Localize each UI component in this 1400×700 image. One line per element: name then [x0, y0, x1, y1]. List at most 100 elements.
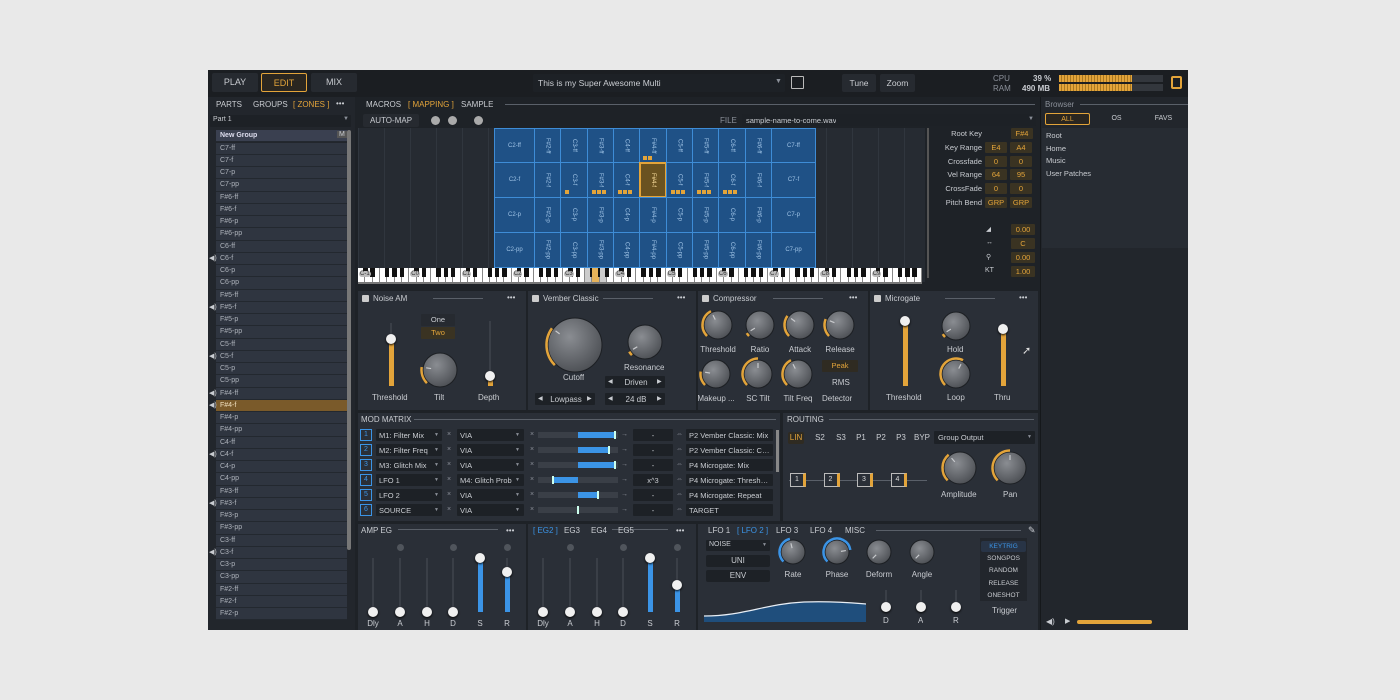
black-key[interactable]: [597, 268, 602, 277]
lfo-tab[interactable]: LFO 1: [708, 526, 731, 535]
mod-depth-handle[interactable]: [608, 446, 611, 454]
compressor-knob[interactable]: [822, 307, 858, 343]
white-key[interactable]: [629, 268, 637, 282]
threshold-slider[interactable]: [386, 333, 396, 344]
browser-tab-all[interactable]: ALL: [1045, 113, 1090, 125]
group-header[interactable]: New Group: [216, 130, 347, 142]
zone-prop-value[interactable]: 0: [1010, 155, 1032, 167]
black-key[interactable]: [538, 268, 544, 277]
black-key[interactable]: [604, 268, 610, 277]
compressor-knob[interactable]: [780, 356, 816, 392]
eg-h-slider[interactable]: [592, 607, 602, 617]
black-key[interactable]: [392, 268, 397, 277]
zone-list-item[interactable]: F#3-pp: [216, 522, 347, 535]
left-tab-0[interactable]: PARTS: [216, 100, 242, 109]
lfo-rate-knob[interactable]: [777, 536, 809, 568]
zone-prop-value[interactable]: 95: [1010, 169, 1032, 181]
zone-cell[interactable]: F#6-pp: [745, 232, 772, 268]
black-key[interactable]: [758, 268, 764, 277]
fx-enable-checkbox[interactable]: [362, 295, 369, 302]
fx-enable-checkbox[interactable]: [702, 295, 709, 302]
floppy-disk-icon[interactable]: [791, 76, 804, 89]
lfo-tab[interactable]: LFO 3: [776, 526, 799, 535]
zone-cell[interactable]: C7-ff: [771, 128, 816, 163]
mod-depth-handle[interactable]: [551, 476, 554, 484]
white-key[interactable]: [783, 268, 791, 282]
compressor-knob[interactable]: [782, 307, 818, 343]
right-arrow-icon[interactable]: ▶: [657, 396, 662, 402]
black-key[interactable]: [421, 268, 427, 277]
mod-via-dropdown[interactable]: VIA: [457, 489, 524, 501]
trigger-release[interactable]: RELEASE: [988, 579, 1019, 587]
browser-item[interactable]: User Patches: [1046, 168, 1092, 178]
speaker-icon[interactable]: ◀): [1046, 617, 1055, 626]
tab-mix[interactable]: MIX: [311, 73, 357, 92]
mod-depth-handle[interactable]: [614, 431, 617, 439]
zone-cell[interactable]: C4-ff: [613, 128, 640, 163]
eg-tab[interactable]: EG4: [591, 526, 608, 535]
option-two[interactable]: Two: [421, 327, 455, 339]
curve-toggle[interactable]: [620, 544, 627, 551]
zone-param-value[interactable]: C: [1011, 238, 1035, 249]
resonance-knob[interactable]: [624, 321, 666, 363]
lfo-tab[interactable]: [ LFO 2 ]: [737, 526, 769, 535]
mod-target-dropdown[interactable]: P4 Microgate: Repeat: [686, 489, 773, 501]
mod-curve[interactable]: -: [633, 489, 673, 501]
mod-source-dropdown[interactable]: M3: Glitch Mix: [376, 459, 442, 471]
more-icon[interactable]: •••: [676, 526, 685, 535]
lfo-shape-dropdown[interactable]: NOISE: [706, 540, 770, 551]
white-key[interactable]: [680, 268, 688, 282]
black-key[interactable]: [436, 268, 441, 277]
amplitude-knob[interactable]: [940, 448, 980, 488]
preset-dropdown[interactable]: [533, 74, 785, 92]
zone-cell[interactable]: F#6-p: [745, 197, 772, 233]
zone-prop-value[interactable]: F#4: [1011, 128, 1033, 139]
eg-a-slider[interactable]: [395, 607, 405, 617]
more-icon[interactable]: •••: [849, 293, 858, 302]
black-key[interactable]: [751, 268, 756, 277]
detector-rms[interactable]: RMS: [832, 378, 850, 387]
black-key[interactable]: [897, 268, 903, 277]
detector-peak[interactable]: Peak: [822, 360, 858, 372]
mod-source-dropdown[interactable]: LFO 2: [376, 489, 442, 501]
mod-target-dropdown[interactable]: TARGET: [686, 504, 773, 516]
black-key[interactable]: [648, 268, 654, 277]
zone-list-item[interactable]: F#2-ff: [216, 583, 347, 596]
more-icon[interactable]: •••: [336, 99, 345, 108]
zone-cell[interactable]: F#3-pp: [587, 232, 614, 268]
zone-prop-value[interactable]: E4: [985, 141, 1007, 153]
curve-toggle[interactable]: [397, 544, 404, 551]
output-dropdown[interactable]: Group Output: [934, 431, 1035, 444]
black-key[interactable]: [472, 268, 478, 277]
black-key[interactable]: [861, 268, 866, 277]
zone-list-item[interactable]: C5-f: [216, 350, 347, 363]
black-key[interactable]: [802, 268, 807, 277]
mod-via-dropdown[interactable]: VIA: [457, 429, 524, 441]
mod-via-dropdown[interactable]: M4: Glitch Prob: [457, 474, 524, 486]
zone-list-item[interactable]: C4-f: [216, 448, 347, 461]
tab-play[interactable]: PLAY: [212, 73, 258, 92]
mod-depth-handle[interactable]: [577, 506, 579, 514]
zone-param-value[interactable]: 0.00: [1011, 252, 1035, 263]
zone-cell[interactable]: C7-pp: [771, 232, 816, 268]
black-key[interactable]: [692, 268, 698, 277]
black-key[interactable]: [729, 268, 734, 277]
eg-a-slider[interactable]: [565, 607, 575, 617]
panel-toggle-icon[interactable]: [1171, 76, 1182, 89]
mod-via-dropdown[interactable]: VIA: [457, 444, 524, 456]
mapping-tool-icon[interactable]: [474, 116, 483, 125]
zone-cell[interactable]: F#4-pp: [639, 232, 667, 268]
white-key[interactable]: [526, 268, 534, 282]
routing-mode-p1[interactable]: P1: [856, 433, 866, 442]
zone-cell[interactable]: C4-pp: [613, 232, 640, 268]
eg-tab[interactable]: [ EG2 ]: [533, 526, 558, 535]
black-key[interactable]: [744, 268, 749, 277]
trigger-songpos[interactable]: SONGPOS: [987, 555, 1020, 563]
zone-list-item[interactable]: F#4-f: [216, 399, 347, 412]
eg-tab[interactable]: EG5: [618, 526, 635, 535]
black-key[interactable]: [443, 268, 449, 277]
lfo-tab[interactable]: MISC: [845, 526, 865, 535]
fx-enable-checkbox[interactable]: [532, 295, 539, 302]
zone-prop-value[interactable]: GRP: [985, 197, 1007, 208]
eg-s-slider[interactable]: [645, 553, 655, 563]
